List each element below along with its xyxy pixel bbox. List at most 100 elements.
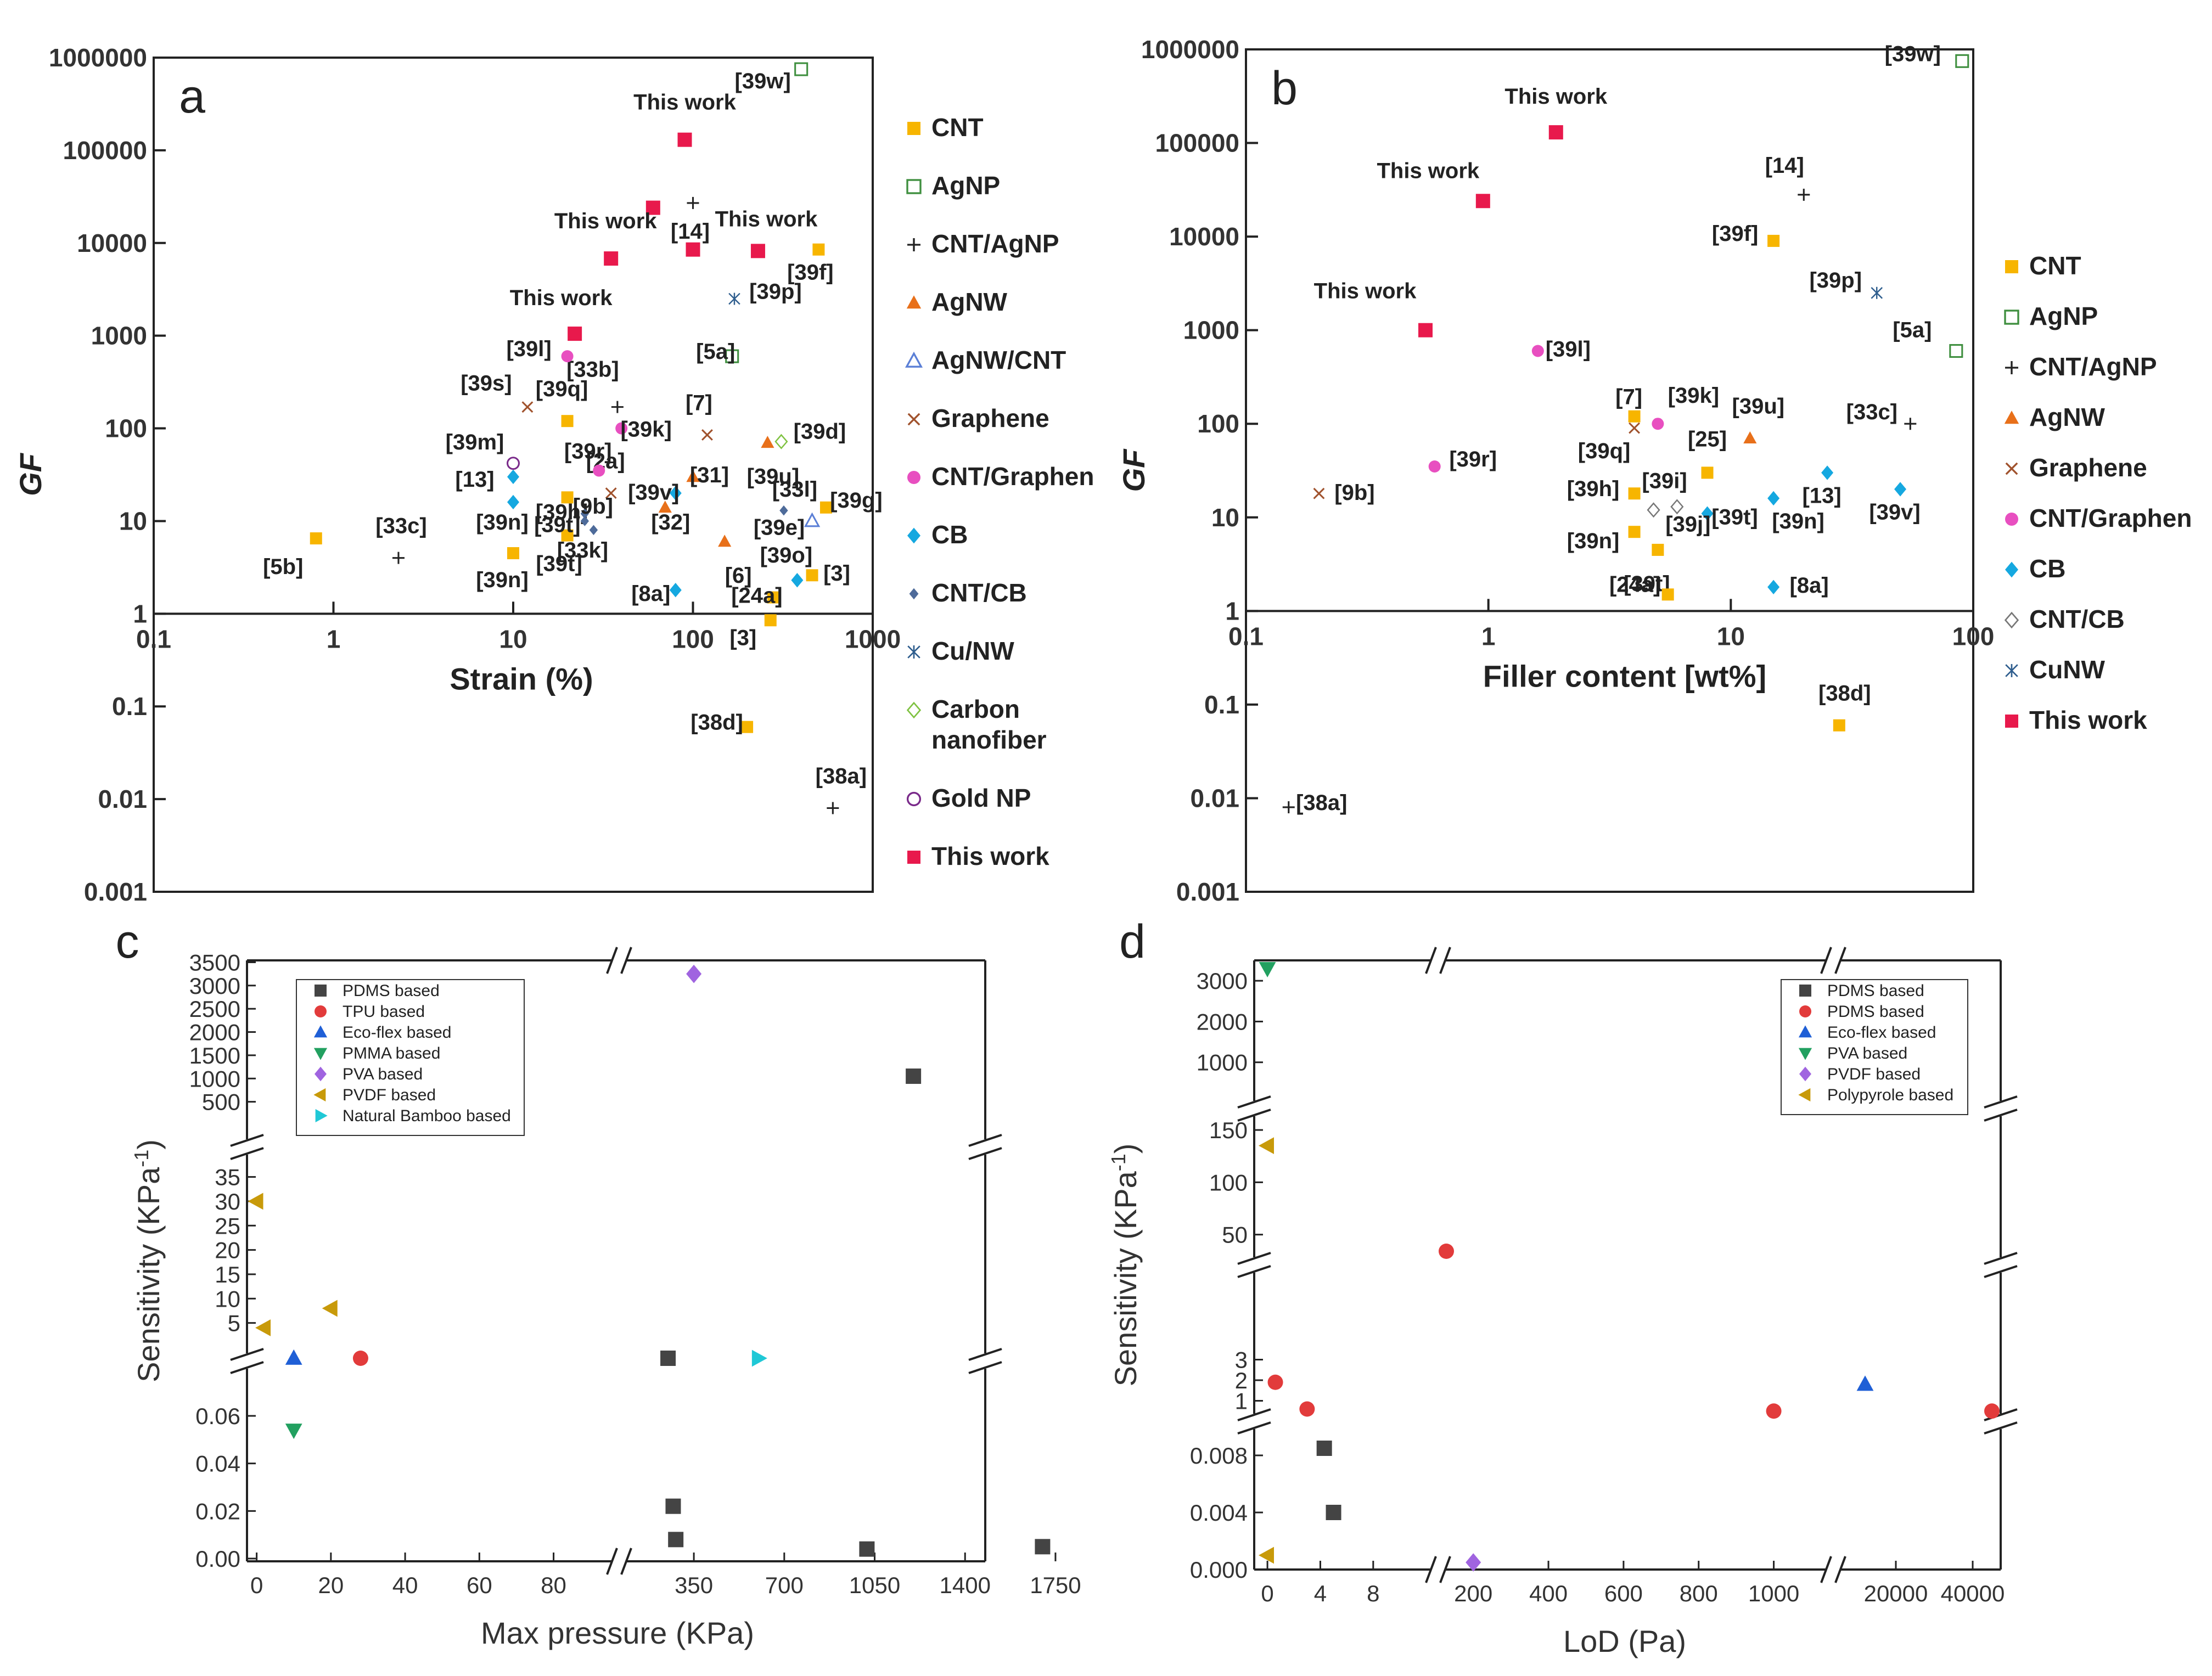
point-label: This work: [1314, 279, 1417, 303]
data-point-cu-nw: [728, 293, 740, 305]
y-tick-label: 1: [1235, 1388, 1248, 1414]
y-tick-label: 150: [1209, 1117, 1248, 1143]
y-axis-title-main: Sensitivity (KPa: [1108, 1171, 1143, 1386]
x-tick-label: 0.1: [1228, 622, 1264, 650]
point-label: [39k]: [1668, 384, 1719, 408]
legend-marker-cnt: [907, 122, 920, 135]
y-tick-label: 0.1: [112, 692, 147, 721]
x-tick-label: 1: [1481, 622, 1496, 650]
data-point-cnt: [741, 721, 754, 733]
point-label: [7]: [1615, 385, 1642, 409]
axis-break-mark: [1237, 1095, 1271, 1122]
axis-break-mark: [1820, 1556, 1846, 1583]
data-point-pdms-based-circle: [1299, 1401, 1315, 1417]
data-point-cnt: [812, 243, 825, 256]
point-label: [39p]: [749, 279, 802, 303]
point-label: [5a]: [1893, 318, 1932, 342]
x-tick-label: 400: [1529, 1581, 1568, 1606]
legend-marker-agnw: [2004, 410, 2019, 424]
panel-c: 0.000.020.040.06510152025303550010001500…: [116, 915, 1081, 1650]
legend-label: Carbon: [931, 695, 1020, 723]
x-tick-label: 10: [499, 625, 527, 653]
x-tick-label: 20000: [1864, 1581, 1928, 1606]
x-tick-label: 0: [250, 1572, 263, 1598]
data-point-cnt: [806, 569, 818, 582]
data-point-cnt: [561, 529, 574, 542]
data-point-cnt-graphen: [561, 350, 574, 363]
data-point-this-work: [568, 327, 582, 341]
data-point-cb: [669, 486, 682, 500]
legend-label: TPU based: [343, 1003, 425, 1021]
x-tick-label: 1: [327, 625, 341, 653]
data-point-cnt-agnp: [687, 196, 699, 209]
legend-label: CNT/CB: [931, 578, 1027, 607]
point-label: [25]: [1688, 427, 1727, 451]
legend-label: This work: [931, 842, 1049, 870]
data-point-cnt: [1767, 234, 1780, 247]
axis-break-mark: [606, 947, 632, 974]
legend-label: PDMS based: [1827, 982, 1924, 1000]
point-label: [39v]: [628, 481, 679, 505]
legend-label: PVA based: [1827, 1044, 1907, 1062]
x-axis-title: Max pressure (KPa): [481, 1616, 754, 1650]
data-point-pva-based: [1259, 961, 1276, 977]
data-point-eco-flex-based: [285, 1349, 302, 1365]
legend-marker-agnw: [906, 295, 922, 309]
legend-marker-carbon-nanofiber: [906, 701, 922, 719]
x-tick-label: 200: [1454, 1581, 1492, 1606]
axis-break-mark: [1425, 947, 1451, 974]
point-label: [39d]: [794, 420, 846, 444]
legend-marker-cu-nw: [907, 645, 920, 659]
data-point-cnt-agnp: [1904, 418, 1917, 430]
data-point-cnt-graphen: [1428, 460, 1441, 473]
y-tick-label: 3000: [189, 973, 240, 999]
point-label: [39o]: [760, 543, 813, 567]
data-point-cb: [1894, 482, 1907, 497]
data-point-agnp: [725, 349, 739, 363]
point-label: [39t]: [1711, 505, 1758, 530]
y-axis-title-close: ): [131, 1139, 166, 1150]
point-label: [39t]: [534, 513, 580, 537]
axis-break-mark: [1425, 1556, 1451, 1583]
point-label: [39v]: [1869, 500, 1920, 524]
point-label: [33c]: [1846, 400, 1897, 424]
x-tick-label: 40000: [1941, 1581, 2005, 1606]
y-tick-label: 3500: [189, 949, 240, 975]
x-tick-label: 700: [765, 1572, 804, 1598]
data-point-cnt-cb: [779, 505, 788, 516]
x-axis-title: Filler content [wt%]: [1483, 659, 1766, 693]
y-axis-title: GF: [1116, 448, 1151, 492]
data-point-pdms-based: [1326, 1505, 1341, 1520]
data-point-graphene: [521, 401, 534, 413]
data-point-cnt: [764, 614, 777, 627]
legend-marker-pva-based: [315, 1066, 327, 1082]
axis-break-mark: [230, 1134, 264, 1160]
point-label: [38a]: [1296, 791, 1347, 815]
legend-marker-cnt-graphen: [2005, 513, 2018, 526]
y-tick-label: 1000: [1197, 1050, 1248, 1076]
y-tick-label: 3000: [1197, 968, 1248, 994]
data-point-cnt: [819, 501, 832, 514]
data-point-cb: [507, 469, 519, 485]
y-tick-label: 0.008: [1190, 1443, 1248, 1469]
point-label: [39m]: [446, 430, 504, 454]
point-label: [38d]: [1818, 682, 1871, 706]
data-point-cnt: [1628, 487, 1641, 500]
legend-marker-agnp: [2004, 310, 2019, 325]
data-point-tpu-based: [352, 1351, 368, 1366]
point-label: [2a]: [586, 449, 625, 474]
axis-break-mark: [968, 1134, 1002, 1160]
legend-label: CB: [931, 520, 968, 549]
axis-break-mark: [1237, 1252, 1271, 1278]
y-tick-label: 1: [1225, 597, 1239, 625]
y-tick-label: 0.001: [1176, 878, 1239, 906]
data-point-agnp: [794, 62, 809, 76]
legend-marker-graphene: [907, 413, 920, 426]
y-tick-label: 0.000: [1190, 1557, 1248, 1583]
point-label: [14]: [671, 220, 710, 244]
legend-label: PDMS based: [1827, 1003, 1924, 1021]
point-label: [39l]: [1546, 338, 1591, 362]
data-point-cb: [1821, 465, 1834, 480]
legend-label: CNT: [931, 113, 984, 142]
legend-box: [1781, 979, 1968, 1115]
